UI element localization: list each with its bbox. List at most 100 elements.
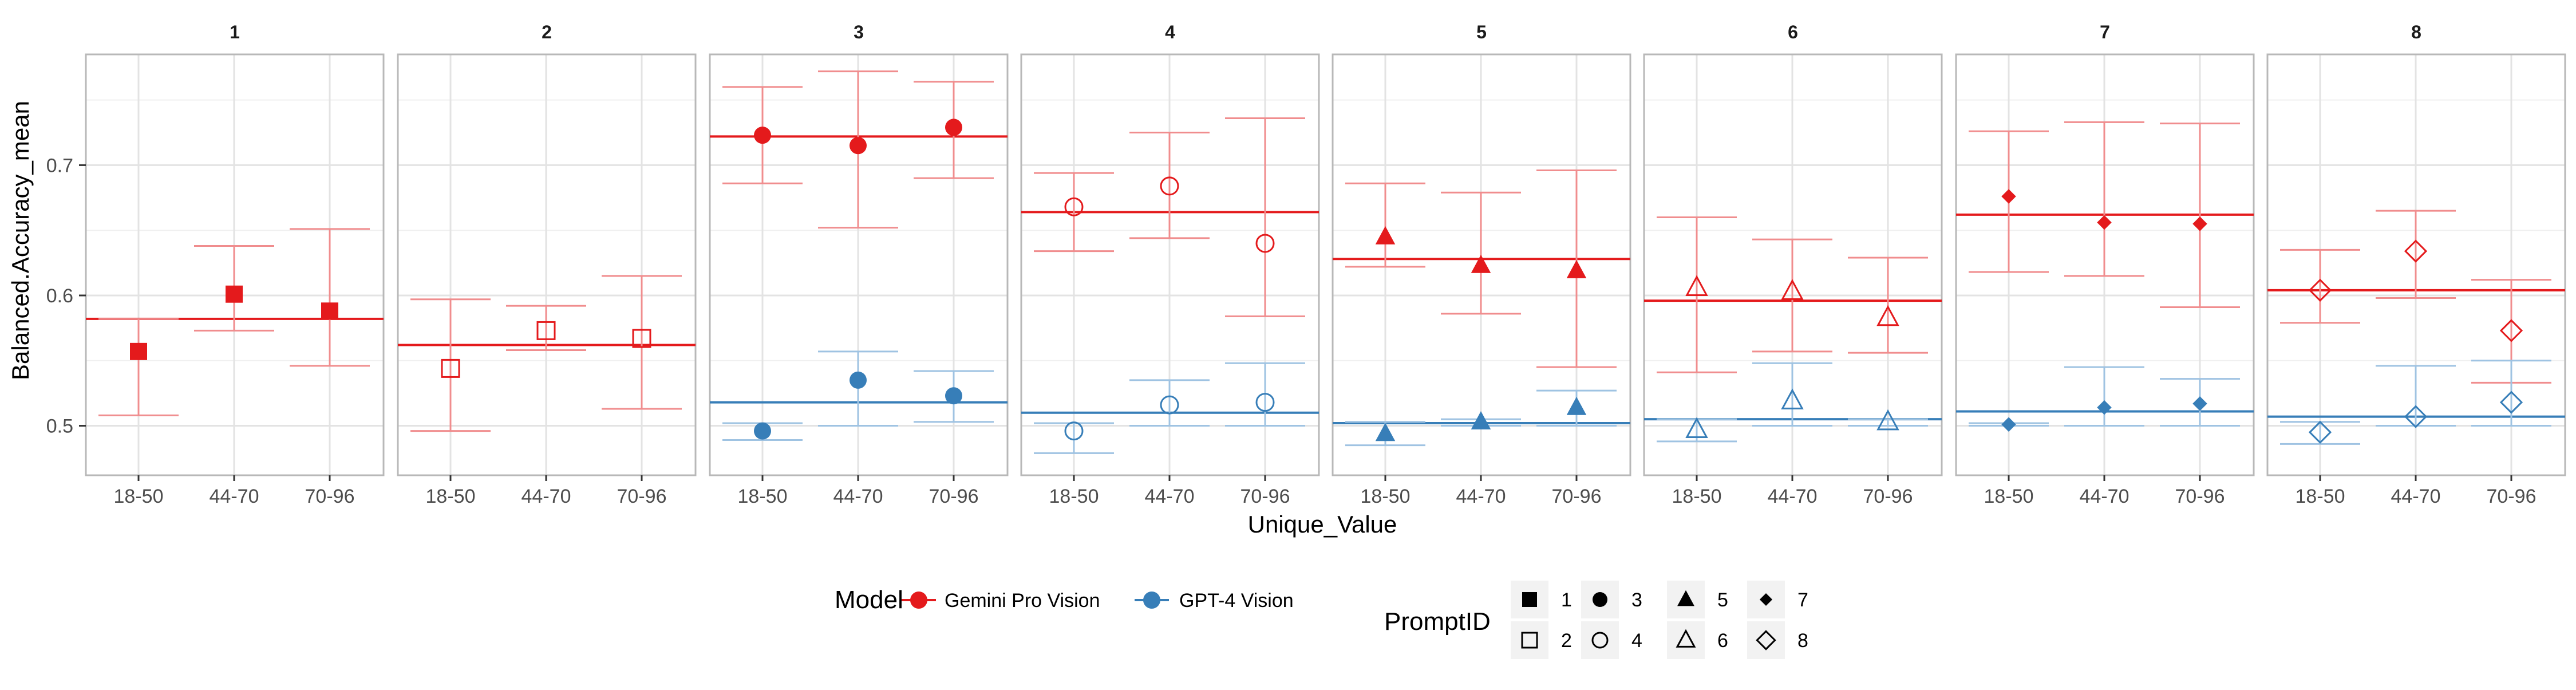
data-point xyxy=(2404,405,2428,428)
x-tick-label: 18-50 xyxy=(738,486,788,507)
x-tick-label: 70-96 xyxy=(2175,486,2225,507)
data-point xyxy=(2308,278,2332,302)
series-gemini-pro-vision-panel-4 xyxy=(1021,117,1319,317)
x-tick-label: 18-50 xyxy=(426,486,476,507)
facet-title: 1 xyxy=(230,22,240,42)
x-tick-label: 44-70 xyxy=(1456,486,1506,507)
data-point xyxy=(2308,420,2332,444)
data-point xyxy=(441,358,460,378)
legend-prompt-label: 3 xyxy=(1631,589,1642,611)
legend-prompt-label: 6 xyxy=(1717,630,1728,652)
data-point xyxy=(1471,254,1491,273)
legend-prompt-key-shape xyxy=(1593,592,1607,607)
data-point xyxy=(2192,396,2207,411)
series-gpt-4-vision-panel-8 xyxy=(2267,360,2565,445)
x-tick-label: 18-50 xyxy=(1049,486,1099,507)
data-point xyxy=(945,387,962,405)
data-point xyxy=(2097,400,2112,415)
facet-title: 5 xyxy=(1476,22,1487,42)
legend-prompt-key-shape xyxy=(1676,629,1696,648)
facet-title: 7 xyxy=(2100,22,2110,42)
data-point xyxy=(1876,409,1899,431)
data-point xyxy=(850,371,867,389)
axis-layer: Balanced.Accuracy_mean Unique_Value 0.5 0… xyxy=(7,101,1397,538)
data-point xyxy=(850,137,867,155)
facet-panel-2: 2 18-50 44-70 70-96 xyxy=(397,22,697,507)
data-point xyxy=(536,321,556,340)
facet-title: 6 xyxy=(1788,22,1798,42)
series-gpt-4-vision-panel-3 xyxy=(710,350,1008,441)
data-point xyxy=(2097,215,2112,230)
data-point xyxy=(1255,234,1275,253)
legend-prompt-key-shape xyxy=(1591,632,1609,649)
data-point xyxy=(1566,396,1587,415)
legend-prompt-key-shape xyxy=(1677,590,1694,606)
data-point xyxy=(1876,305,1899,326)
series-gpt-4-vision-panel-4 xyxy=(1021,362,1319,454)
data-point xyxy=(945,119,962,136)
x-axis-label: Unique_Value xyxy=(1248,511,1397,538)
x-tick-label: 70-96 xyxy=(1863,486,1913,507)
legend-model-key-point xyxy=(1143,592,1160,609)
facet-panel-1: 1 18-50 44-70 70-96 xyxy=(85,22,385,507)
y-tick-label: 0.7 xyxy=(46,155,73,176)
data-point xyxy=(1471,411,1491,429)
legend-prompt-label: 7 xyxy=(1797,589,1808,611)
data-point xyxy=(1064,421,1084,441)
data-point xyxy=(2499,391,2523,414)
x-tick-label: 18-50 xyxy=(1984,486,2034,507)
facet-title: 4 xyxy=(1165,22,1175,42)
facet-title: 3 xyxy=(854,22,864,42)
data-point xyxy=(1375,423,1396,441)
legend-prompt-label: 5 xyxy=(1717,589,1728,611)
series-gemini-pro-vision-panel-7 xyxy=(1956,121,2254,308)
x-tick-label: 44-70 xyxy=(2391,486,2441,507)
y-axis-label: Balanced.Accuracy_mean xyxy=(7,101,34,380)
data-point xyxy=(1375,226,1396,245)
x-tick-label: 44-70 xyxy=(1145,486,1195,507)
x-tick-label: 18-50 xyxy=(1361,486,1411,507)
series-gemini-pro-vision-panel-3 xyxy=(710,70,1008,229)
data-point xyxy=(1685,417,1708,438)
data-point xyxy=(2404,239,2428,263)
data-point xyxy=(754,127,771,144)
legend-prompt-label: 1 xyxy=(1561,589,1572,611)
legend-prompt-key-shape xyxy=(1522,592,1537,607)
data-point xyxy=(321,302,338,320)
legend-prompt-key-shape xyxy=(1759,593,1773,606)
legend-prompt-key-bg xyxy=(1667,621,1705,659)
x-tick-label: 44-70 xyxy=(833,486,883,507)
legend: Model PromptID Gemini Pro Vision GPT-4 Vi… xyxy=(835,581,1808,659)
data-point xyxy=(2001,417,2016,432)
legend-prompt-key-bg xyxy=(1747,621,1785,659)
x-tick-label: 70-96 xyxy=(2487,486,2537,507)
x-tick-label: 44-70 xyxy=(1768,486,1818,507)
y-tick-label: 0.5 xyxy=(46,416,73,437)
facet-title: 2 xyxy=(542,22,552,42)
series-gpt-4-vision-panel-5 xyxy=(1333,389,1630,447)
data-point xyxy=(754,422,771,440)
x-tick-label: 70-96 xyxy=(617,486,667,507)
legend-prompt-label: 2 xyxy=(1561,630,1572,652)
legend-model-label: GPT-4 Vision xyxy=(1179,590,1294,612)
y-tick-label: 0.6 xyxy=(46,285,73,307)
data-point xyxy=(1064,197,1084,216)
legend-prompt-label: 4 xyxy=(1631,630,1642,652)
legend-prompt-key-bg xyxy=(1511,621,1548,659)
series-gemini-pro-vision-panel-6 xyxy=(1644,216,1942,373)
x-tick-label: 70-96 xyxy=(1240,486,1290,507)
legend-prompt-key-shape xyxy=(1756,630,1776,650)
x-tick-label: 18-50 xyxy=(1672,486,1722,507)
data-point xyxy=(1685,275,1708,296)
series-gemini-pro-vision-panel-2 xyxy=(398,275,696,432)
legend-model-label: Gemini Pro Vision xyxy=(945,590,1100,612)
legend-model-title: Model xyxy=(835,586,903,614)
x-tick-label: 18-50 xyxy=(2296,486,2345,507)
x-tick-label: 44-70 xyxy=(210,486,259,507)
x-tick-label: 44-70 xyxy=(2080,486,2129,507)
series-gemini-pro-vision-panel-1 xyxy=(86,228,384,416)
legend-model-key-point xyxy=(910,592,927,609)
data-point xyxy=(1781,279,1804,300)
